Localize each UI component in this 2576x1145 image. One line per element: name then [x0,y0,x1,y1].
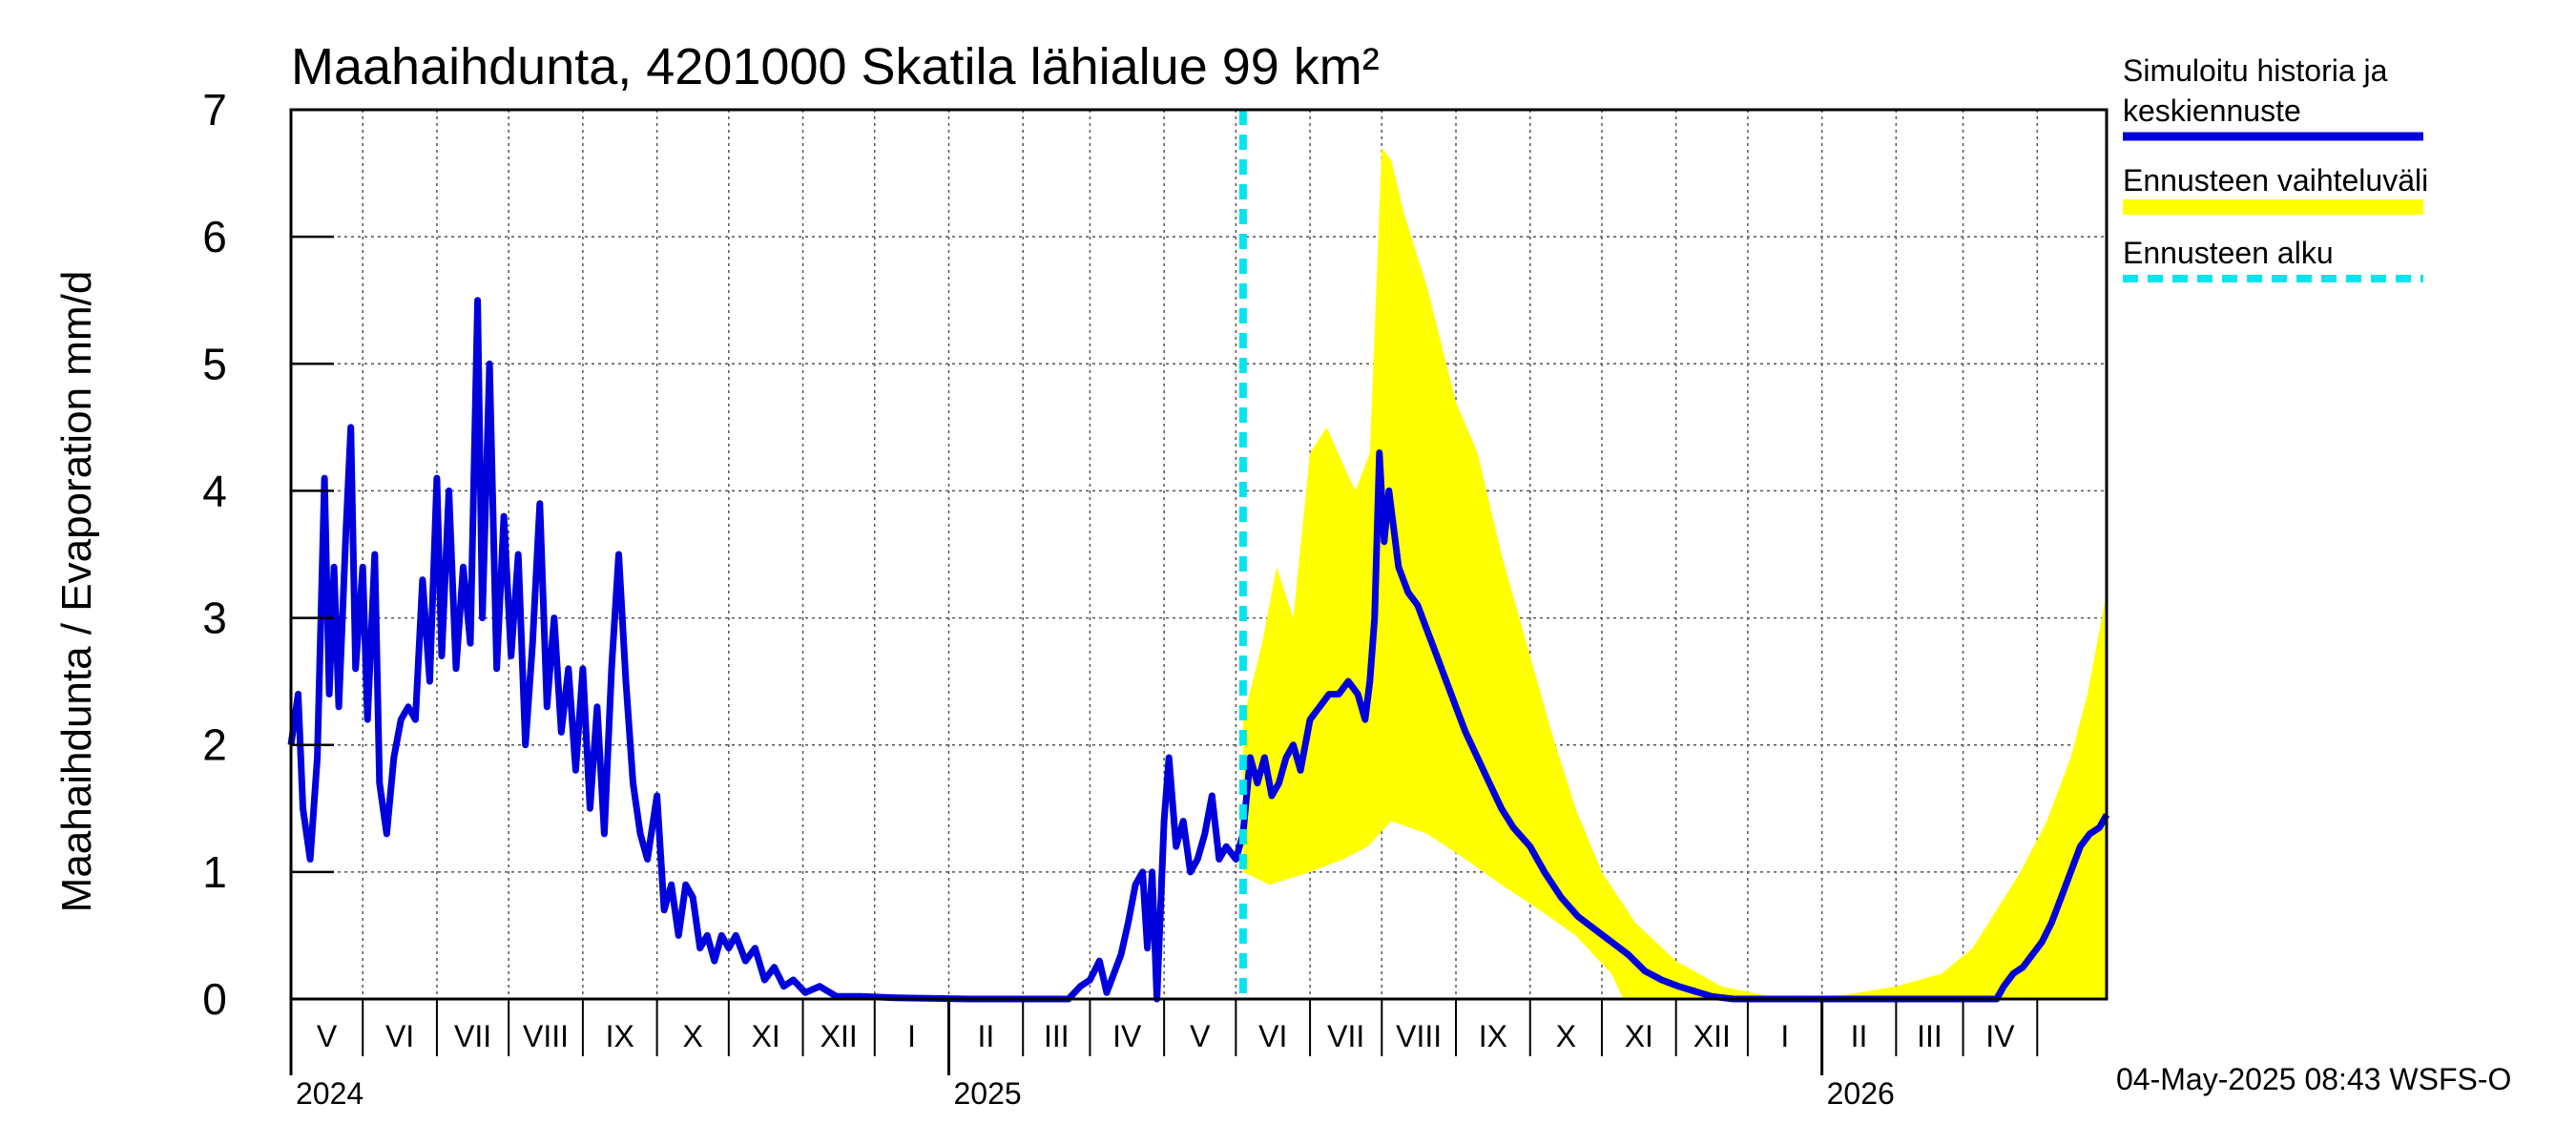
y-tick-label: 6 [202,212,227,261]
month-tick-label: VIII [1396,1019,1442,1053]
month-tick-label: VIII [523,1019,569,1053]
month-tick-label: XI [1625,1019,1653,1053]
month-tick-label: III [1044,1019,1070,1053]
month-tick-label: VI [1258,1019,1287,1053]
plot-frame [289,108,2109,1001]
month-tick-label: I [907,1019,916,1053]
history-line [287,297,2110,1003]
legend-label-band: Ennusteen vaihteluväli [2123,163,2428,198]
y-tick-label: 5 [202,339,227,388]
month-tick-label: IV [1985,1019,2015,1053]
month-tick-label: V [1190,1019,1211,1053]
y-tick-label: 3 [202,593,227,643]
month-tick-label: II [977,1019,994,1053]
month-tick-label: IX [606,1019,634,1053]
forecast-band-layer [1242,147,2107,999]
chart-title: Maahaihdunta, 4201000 Skatila lähialue 9… [291,38,1380,95]
month-tick-label: VII [1327,1019,1364,1053]
month-tick-label: X [1556,1019,1576,1053]
y-tick-label: 4 [202,466,227,515]
grid [291,110,2107,999]
year-tick-label: 2026 [1827,1076,1895,1111]
year-tick-label: 2025 [953,1076,1021,1111]
month-tick-label: IX [1479,1019,1507,1053]
month-tick-label: I [1780,1019,1789,1053]
month-tick-label: XII [821,1019,858,1053]
month-tick-label: X [683,1019,703,1053]
year-tick-label: 2024 [296,1076,364,1111]
y-tick-label: 7 [202,85,227,135]
month-tick-label: XII [1693,1019,1731,1053]
footer-timestamp: 04-May-2025 08:43 WSFS-O [2116,1062,2511,1096]
history-line-layer [287,297,2110,1003]
legend-label-history-line1: Simuloitu historia ja [2123,53,2388,88]
month-tick-label: V [317,1019,338,1053]
legend: Simuloitu historia ja keskiennuste Ennus… [2123,53,2428,282]
y-tick-label: 2 [202,720,227,770]
y-tick-label: 0 [202,974,227,1024]
month-tick-label: III [1917,1019,1942,1053]
month-tick-label: XI [752,1019,780,1053]
forecast-band [1242,147,2107,999]
legend-label-history-line2: keskiennuste [2123,94,2301,128]
y-tick-label: 1 [202,847,227,897]
month-tick-label: II [1851,1019,1868,1053]
y-axis-label: Maahaihdunta / Evaporation mm/d [53,271,100,913]
month-tick-label: VI [385,1019,414,1053]
month-tick-label: IV [1112,1019,1142,1053]
month-tick-label: VII [454,1019,491,1053]
legend-label-forecast-start: Ennusteen alku [2123,236,2334,270]
